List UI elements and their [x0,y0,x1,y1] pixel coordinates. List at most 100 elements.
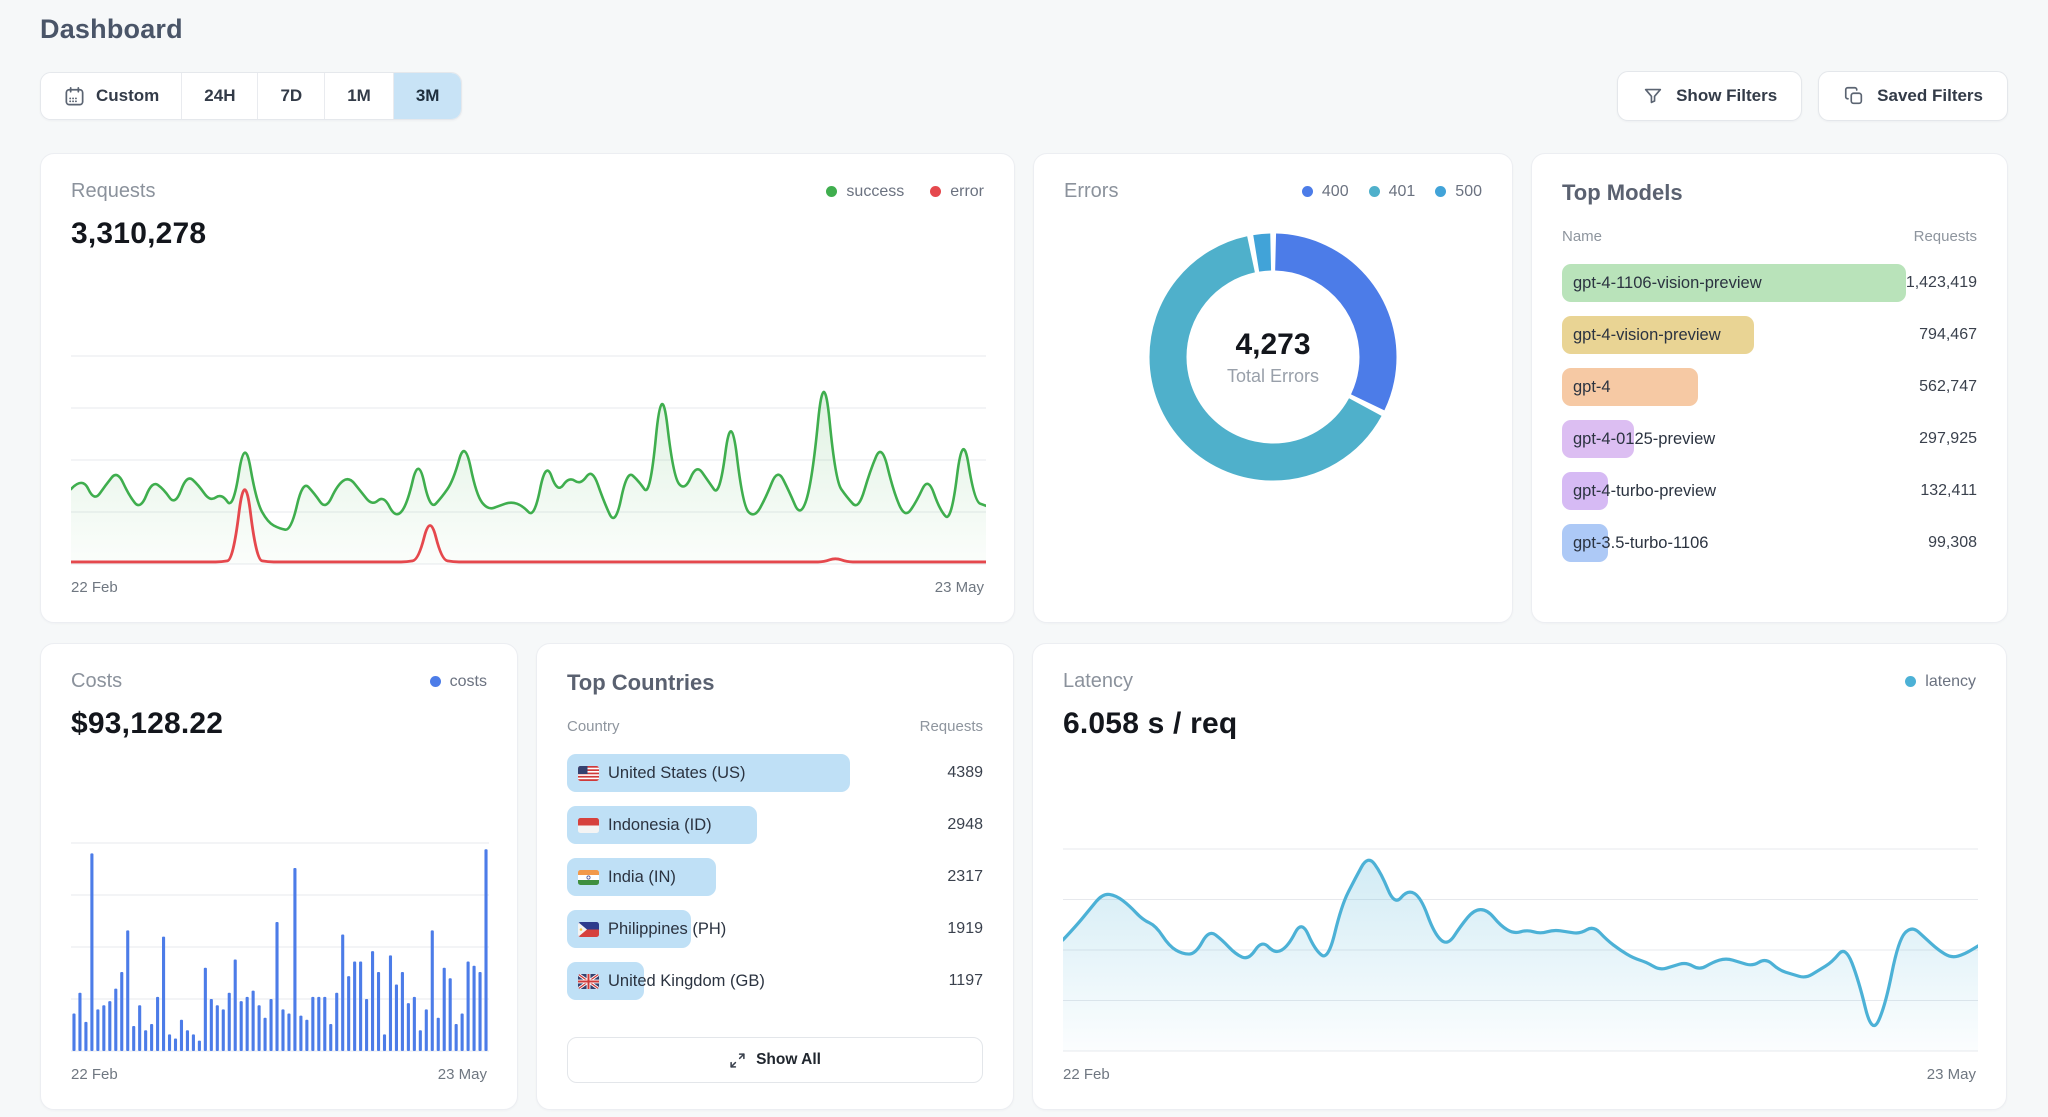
model-row: gpt-4-turbo-preview 132,411 [1562,465,1977,517]
requests-line-chart [71,355,986,565]
costs-card-title: Costs [71,670,123,692]
latency-card: Latency latency 6.058 s / req 22 Feb 23 … [1032,643,2007,1110]
show-filters-label: Show Filters [1676,86,1778,105]
total-errors-value: 4,273 [1235,327,1311,361]
in-flag-icon [578,869,599,885]
country-row: United Kingdom (GB) 1197 [567,955,983,1007]
costs-bar-chart [71,842,489,1052]
show-all-button[interactable]: Show All [567,1037,983,1083]
error-dot-icon [930,186,942,197]
legend-500-label: 500 [1455,182,1482,200]
legend-item-401: 401 [1368,182,1416,201]
legend-item-latency: latency [1905,673,1976,691]
errors-donut-center: 4,273 Total Errors [1147,231,1399,483]
errors-donut-chart [1149,233,1397,481]
latency-value: 6.058 s / req [1063,707,1238,740]
model-row: gpt-4-vision-preview 794,467 [1562,309,1977,361]
requests-chart-wrap: 22 Feb 23 May [71,351,986,596]
requests-x-start-label: 22 Feb [71,579,118,596]
model-bar [1562,524,1608,562]
model-bar [1562,264,1907,302]
page-title: Dashboard [40,14,183,44]
country-name: Indonesia (ID) [567,816,712,835]
top-countries-header: Country Requests [567,718,983,735]
time-filter-24h[interactable]: 24H [182,73,259,119]
country-row: Indonesia (ID) 2948 [567,799,983,851]
time-filter-custom-label: Custom [96,86,160,105]
latency-card-title: Latency [1063,670,1134,692]
total-errors-label: Total Errors [1226,365,1320,386]
requests-x-end-label: 23 May [934,579,984,596]
latency-x-end-label: 23 May [1926,1066,1976,1083]
legend-item-success: success [826,183,904,201]
model-requests: 1,423,419 [1905,274,1977,291]
model-row: gpt-4-0125-preview 297,925 [1562,413,1977,465]
calendar-icon [65,86,84,106]
show-filters-button[interactable]: Show Filters [1617,71,1803,121]
legend-item-error: error [930,183,984,201]
time-filter-3m[interactable]: 3M [393,73,462,119]
top-models-title: Top Models [1562,180,1683,205]
model-name: gpt-3.5-turbo-1106 [1573,533,1709,552]
country-requests: 2317 [947,868,983,885]
country-name: United States (US) [567,764,746,783]
top-cards-row: Requests success error 3,310,278 22 Feb [40,153,2008,623]
model-requests: 132,411 [1920,482,1977,499]
copy-icon [1845,86,1863,105]
latency-chart-wrap: 22 Feb 23 May [1063,844,1978,1083]
legend-latency-label: latency [1925,672,1976,690]
models-col-name: Name [1562,228,1603,245]
time-filter-custom[interactable]: Custom [41,73,183,119]
us-flag-icon [578,765,599,781]
country-row: United States (US) 4389 [567,747,983,799]
toolbar-right: Show Filters Saved Filters [1617,71,2008,121]
saved-filters-button[interactable]: Saved Filters [1818,71,2008,121]
show-all-label: Show All [756,1051,821,1068]
model-requests: 297,925 [1919,430,1977,447]
time-filter-1m-label: 1M [347,86,371,105]
model-bar [1562,316,1755,354]
top-countries-rows: United States (US) 4389 Indonesia (ID) 2… [567,747,983,1007]
country-name: Philippines (PH) [567,920,726,939]
gb-flag-icon [578,973,599,989]
model-row: gpt-3.5-turbo-1106 99,308 [1562,517,1977,569]
costs-card: Costs costs $93,128.22 22 Feb 23 May [40,643,518,1110]
country-bar [567,754,850,792]
country-requests: 1197 [948,972,983,989]
time-filter-7d[interactable]: 7D [258,73,326,119]
model-name: gpt-4-1106-vision-preview [1573,273,1762,292]
model-row: gpt-4 562,747 [1562,361,1977,413]
costs-legend: costs [429,673,487,691]
expand-icon [730,1052,745,1068]
costs-x-end-label: 23 May [437,1066,487,1083]
latency-line-chart [1063,848,1978,1052]
requests-xaxis: 22 Feb 23 May [71,579,984,596]
id-flag-icon [578,817,599,833]
model-bar [1562,368,1699,406]
time-filter-24h-label: 24H [204,86,236,105]
legend-item-500: 500 [1435,183,1482,201]
top-countries-title: Top Countries [567,670,715,695]
status-500-dot-icon [1435,186,1447,197]
country-row: Philippines (PH) 1919 [567,903,983,955]
models-col-requests: Requests [1913,228,1977,245]
legend-error-label: error [950,182,984,200]
model-bar [1562,472,1608,510]
country-name: India (IN) [567,868,676,887]
errors-donut-wrap: 4,273 Total Errors [1147,231,1399,483]
country-requests: 1919 [947,920,983,937]
time-filter-1m[interactable]: 1M [325,73,394,119]
country-name: United Kingdom (GB) [567,972,765,991]
country-requests: 4389 [947,764,983,781]
status-400-dot-icon [1301,186,1313,197]
saved-filters-label: Saved Filters [1877,86,1983,105]
legend-401-label: 401 [1388,182,1416,200]
latency-xaxis: 22 Feb 23 May [1063,1066,1976,1083]
latency-dot-icon [1905,676,1917,687]
legend-success-label: success [846,182,905,200]
status-401-dot-icon [1368,186,1380,197]
legend-item-costs: costs [429,673,487,691]
country-row: India (IN) 2317 [567,851,983,903]
top-models-card: Top Models Name Requests gpt-4-1106-visi… [1531,153,2008,623]
